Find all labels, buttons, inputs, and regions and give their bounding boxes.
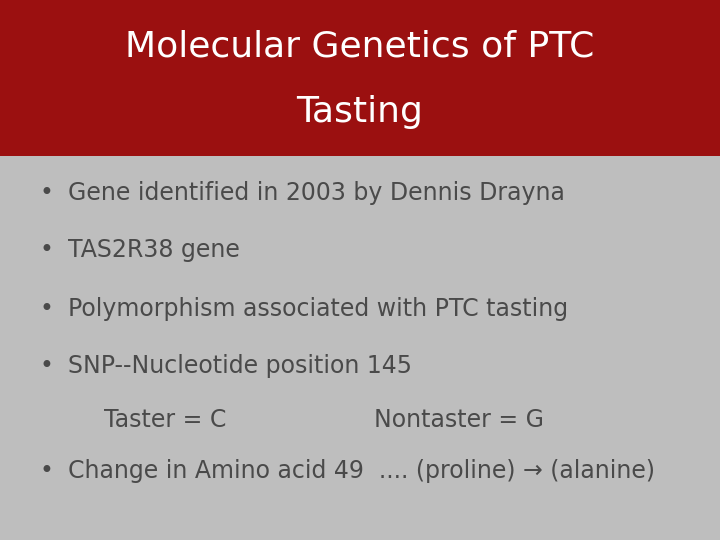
Text: •: •: [40, 460, 53, 483]
Text: TAS2R38 gene: TAS2R38 gene: [68, 238, 240, 262]
Text: Nontaster = G: Nontaster = G: [374, 408, 544, 432]
Text: •: •: [40, 354, 53, 378]
Text: •: •: [40, 181, 53, 205]
Text: SNP--Nucleotide position 145: SNP--Nucleotide position 145: [68, 354, 413, 378]
Text: •: •: [40, 298, 53, 321]
Text: Gene identified in 2003 by Dennis Drayna: Gene identified in 2003 by Dennis Drayna: [68, 181, 565, 205]
Text: Molecular Genetics of PTC: Molecular Genetics of PTC: [125, 30, 595, 64]
Text: Taster = C: Taster = C: [104, 408, 227, 432]
Text: •: •: [40, 238, 53, 262]
Text: Polymorphism associated with PTC tasting: Polymorphism associated with PTC tasting: [68, 298, 569, 321]
Bar: [0, 0, 720, 156]
Text: Tasting: Tasting: [297, 95, 423, 129]
Text: Change in Amino acid 49  .... (proline) → (alanine): Change in Amino acid 49 .... (proline) →…: [68, 460, 655, 483]
